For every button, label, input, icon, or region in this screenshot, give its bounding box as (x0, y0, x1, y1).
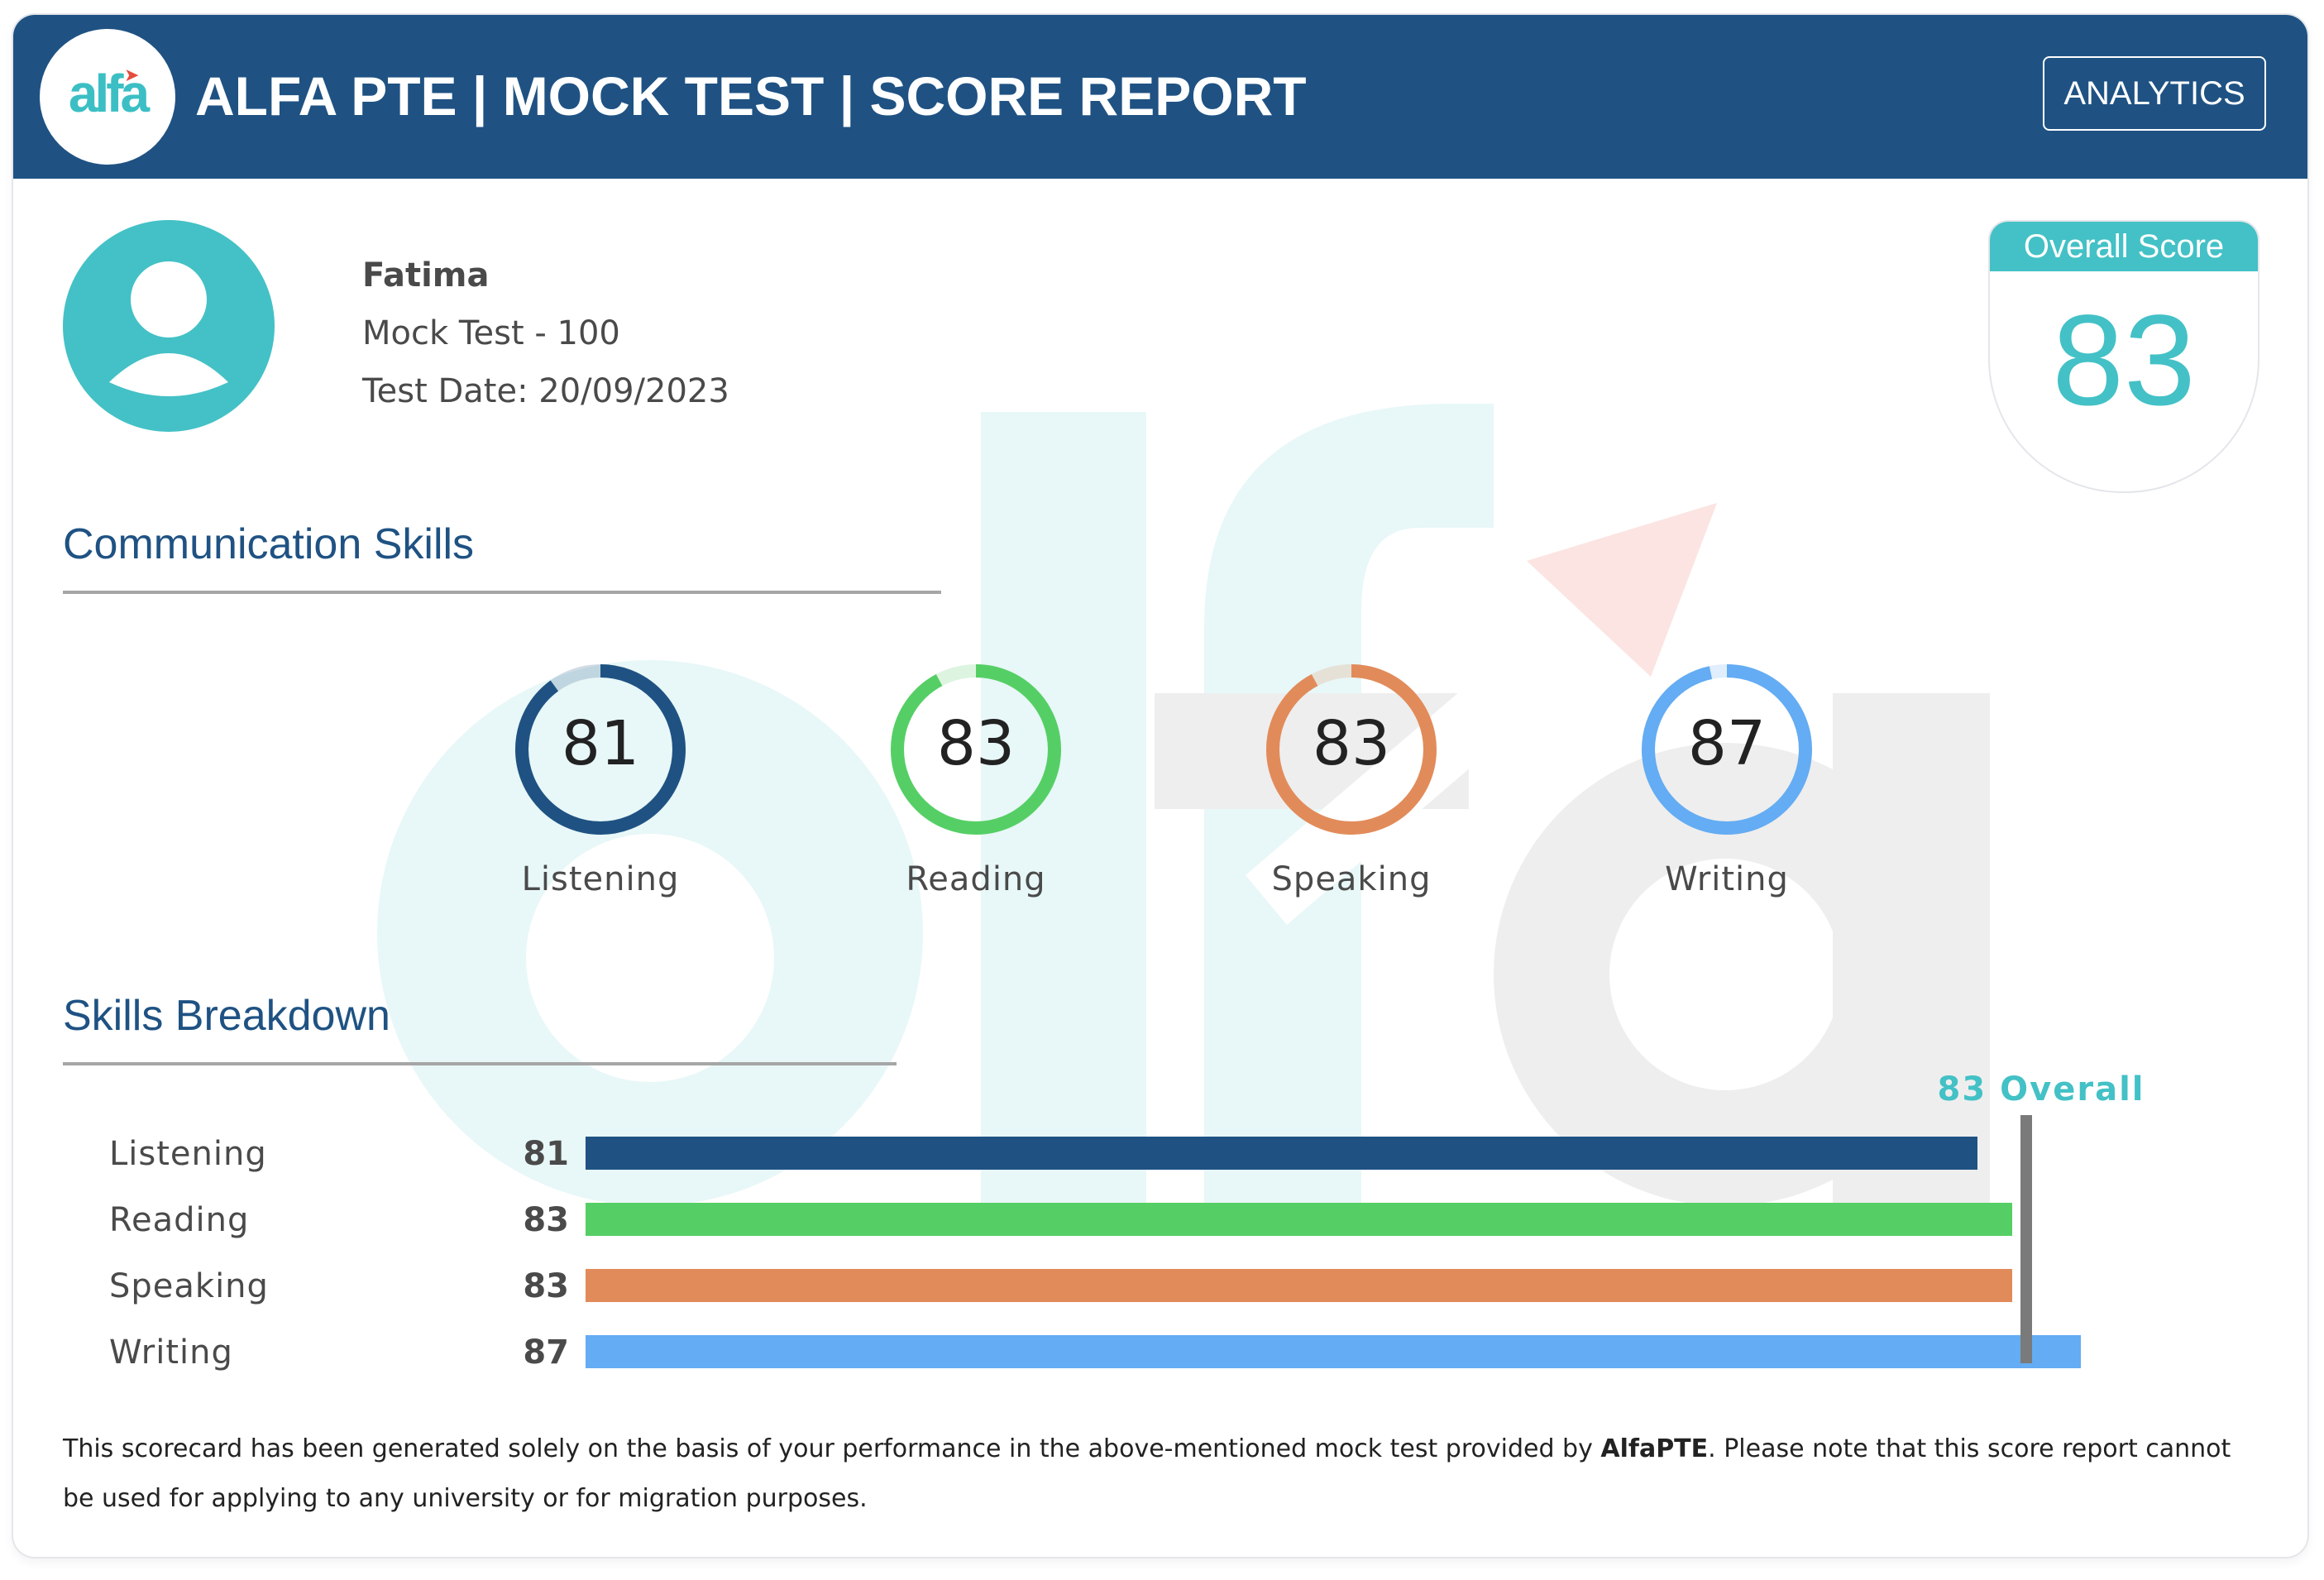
section-divider (63, 1062, 897, 1065)
breakdown-bar-track (586, 1203, 2132, 1236)
logo-arrow-icon: ➤ (124, 65, 140, 86)
overall-score-card: Overall Score 83 (1988, 220, 2259, 493)
breakdown-row-reading: Reading 83 (13, 1201, 2307, 1239)
skill-ring-writing: 87 Writing (1636, 658, 1818, 898)
page-title: ALFA PTE | MOCK TEST | SCORE REPORT (195, 65, 1307, 127)
breakdown-bar-track (586, 1335, 2132, 1368)
user-avatar-icon (63, 220, 275, 432)
ring-progress (1266, 664, 1437, 835)
breakdown-row-speaking: Speaking 83 (13, 1267, 2307, 1305)
breakdown-bar (586, 1203, 2012, 1236)
logo-text: alfa (68, 64, 150, 123)
analytics-button[interactable]: ANALYTICS (2043, 56, 2266, 131)
disclaimer-text-1: This scorecard has been generated solely… (63, 1434, 1601, 1463)
skill-ring-reading: 83 Reading (885, 658, 1067, 898)
score-report-card: alfa ➤ ALFA PTE | MOCK TEST | SCORE REPO… (13, 15, 2307, 1557)
alfa-logo[interactable]: alfa ➤ (40, 29, 175, 165)
overall-marker-label: 83 Overall (1937, 1070, 2145, 1108)
ring-label: Reading (906, 860, 1046, 898)
breakdown-row-listening: Listening 81 (13, 1135, 2307, 1173)
breakdown-bar (586, 1269, 2012, 1302)
ring-label: Speaking (1271, 860, 1432, 898)
ring-score: 83 (937, 708, 1015, 779)
test-name: Mock Test - 100 (362, 314, 620, 352)
ring-progress (515, 664, 686, 835)
breakdown-label: Reading (109, 1201, 250, 1239)
breakdown-label: Speaking (109, 1267, 269, 1305)
student-name: Fatima (362, 256, 490, 294)
breakdown-score: 83 (523, 1201, 569, 1239)
breakdown-label: Listening (109, 1135, 267, 1173)
overall-marker-line (2020, 1115, 2032, 1363)
breakdown-bar (586, 1137, 1977, 1170)
disclaimer-brand: AlfaPTE (1600, 1434, 1709, 1463)
skills-breakdown-title: Skills Breakdown (63, 992, 390, 1040)
breakdown-score: 83 (523, 1267, 569, 1305)
section-divider (63, 591, 941, 594)
app-header: alfa ➤ ALFA PTE | MOCK TEST | SCORE REPO… (13, 15, 2307, 179)
breakdown-bar-track (586, 1269, 2132, 1302)
overall-score-label: Overall Score (1990, 222, 2258, 271)
disclaimer-text-2: . Please note that this score report can… (63, 1434, 2231, 1513)
breakdown-row-writing: Writing 87 (13, 1333, 2307, 1372)
score-ring-chart: 83 (891, 664, 1061, 835)
skill-ring-speaking: 83 Speaking (1260, 658, 1442, 898)
test-date: Test Date: 20/09/2023 (362, 372, 729, 410)
score-ring-chart: 83 (1266, 664, 1437, 835)
communication-skills-title: Communication Skills (63, 520, 475, 568)
breakdown-score: 81 (523, 1135, 569, 1173)
breakdown-score: 87 (523, 1333, 569, 1372)
breakdown-bar-track (586, 1137, 2132, 1170)
ring-score: 81 (562, 708, 639, 779)
score-ring-chart: 81 (515, 664, 686, 835)
score-ring-chart: 87 (1642, 664, 1812, 835)
ring-score: 87 (1688, 708, 1766, 779)
ring-score: 83 (1313, 708, 1390, 779)
disclaimer: This scorecard has been generated solely… (63, 1424, 2246, 1524)
overall-score-value: 83 (2052, 289, 2196, 433)
skill-ring-listening: 81 Listening (509, 658, 691, 898)
ring-progress (1642, 664, 1812, 835)
breakdown-label: Writing (109, 1333, 233, 1372)
breakdown-bar (586, 1335, 2081, 1368)
ring-label: Writing (1665, 860, 1789, 898)
ring-progress (891, 664, 1061, 835)
ring-label: Listening (521, 860, 680, 898)
